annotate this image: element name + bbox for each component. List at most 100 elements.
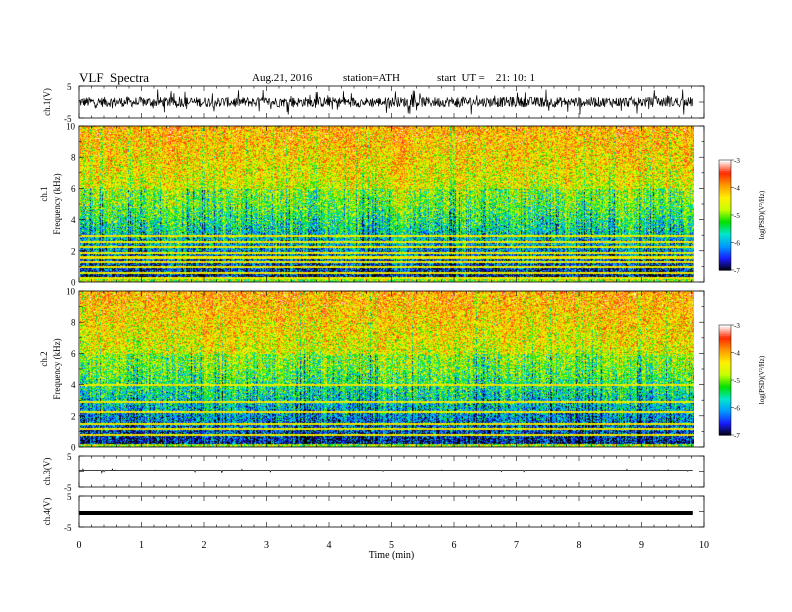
ch1-colorbar-tick: -3 <box>734 157 740 165</box>
ch1-colorbar-cell <box>719 264 731 267</box>
start-time-label: start UT = 21: 10: 1 <box>437 72 535 84</box>
ch2-ytick-8: 8 <box>71 318 76 328</box>
ch2-colorbar-cell <box>719 350 731 354</box>
ch2-colorbar-cell <box>719 343 731 346</box>
ch1-colorbar-cell <box>719 231 731 234</box>
ch1-colorbar-cell <box>719 183 731 187</box>
ch2-colorbar-cell <box>719 403 731 407</box>
ch1-colorbar-cell <box>719 218 731 222</box>
ch2-colorbar-cell <box>719 359 731 363</box>
ch1-colorbar-cell <box>719 178 731 181</box>
ch2-colorbar-cell <box>719 416 731 420</box>
ch2-colorbar-label: log(PSD)(V²/Hz) <box>758 355 766 404</box>
ch1-colorbar-cell <box>719 198 731 201</box>
ch4-ylabel: ch.4(V) <box>42 498 52 526</box>
xtick-label: 1 <box>139 540 144 551</box>
ch4-ytick-top: 5 <box>67 492 72 502</box>
ch2-colorbar-cell <box>719 325 731 328</box>
ch2-colorbar-cell <box>719 391 731 394</box>
ch2-colorbar-cell <box>719 354 731 357</box>
ch2-colorbar-cell <box>719 347 731 350</box>
ch1-colorbar-cell <box>719 255 731 258</box>
ch1-colorbar-cell <box>719 268 731 271</box>
ch2-colorbar-tick: -7 <box>734 432 740 440</box>
ch2-colorbar-tick: -5 <box>734 377 740 385</box>
ch2-colorbar-cell <box>719 411 731 414</box>
ch1-colorbar-cell <box>719 242 731 245</box>
ch2-colorbar-cell <box>719 339 731 343</box>
ch1-colorbar-cell <box>719 200 731 203</box>
ch2-colorbar-cell <box>719 422 731 425</box>
ch1-colorbar-cell <box>719 160 731 163</box>
ch2-colorbar-cell <box>719 336 731 339</box>
ch2-colorbar-cell <box>719 383 731 387</box>
station-label: station=ATH <box>343 72 400 84</box>
ch2-colorbar-cell <box>719 431 731 434</box>
ch1-colorbar-cell <box>719 191 731 194</box>
ch2-colorbar-cell <box>719 332 731 335</box>
ch2-colorbar-cell <box>719 374 731 377</box>
ch1-colorbar-cell <box>719 185 731 189</box>
ch2-ylabel-channel: ch.2 <box>39 351 49 366</box>
ch2-colorbar-cell <box>719 352 731 355</box>
ch1-colorbar-label: log(PSD)(V²/Hz) <box>758 190 766 239</box>
ch2-colorbar-cell <box>719 372 731 376</box>
ch2-ytick-10: 10 <box>66 287 76 297</box>
ch1-colorbar-cell <box>719 182 731 185</box>
ch4-ytick-bottom: -5 <box>64 523 72 533</box>
ch1-colorbar-cell <box>719 193 731 196</box>
ch2-colorbar-cell <box>719 381 731 385</box>
ch1-colorbar-cell <box>719 207 731 211</box>
ch1-ylabel: ch.1(V) <box>42 88 52 116</box>
ch2-colorbar-tick: -3 <box>734 322 740 330</box>
xtick-label: 7 <box>514 540 519 551</box>
ch1-colorbar-tick: -7 <box>734 267 740 275</box>
ch1-colorbar-cell <box>719 226 731 229</box>
ch2-colorbar-cell <box>719 429 731 432</box>
ch1-colorbar-cell <box>719 253 731 256</box>
ch2-colorbar-cell <box>719 409 731 412</box>
xtick-label: 8 <box>577 540 582 551</box>
ch2-colorbar-cell <box>719 337 731 341</box>
ch2-colorbar-cell <box>719 378 731 381</box>
xtick-label: 10 <box>699 540 709 551</box>
ch2-colorbar-cell <box>719 369 731 372</box>
ch2-colorbar-cell <box>719 424 731 427</box>
ch1-colorbar-cell <box>719 161 731 165</box>
ch1-colorbar-cell <box>719 227 731 231</box>
ch1-colorbar-cell <box>719 169 731 172</box>
ch2-colorbar-cell <box>719 356 731 359</box>
ch1-ytick-4: 4 <box>71 215 76 225</box>
ch2-ytick-4: 4 <box>71 380 76 390</box>
ch1-colorbar-cell <box>719 202 731 205</box>
x-axis-title: Time (min) <box>369 550 414 561</box>
ch2-colorbar-cell <box>719 328 731 332</box>
ch3-trace <box>79 468 693 475</box>
ch1-colorbar-cell <box>719 194 731 198</box>
ch2-colorbar-cell <box>719 427 731 431</box>
ch2-colorbar-cell <box>719 420 731 423</box>
ch1-colorbar-cell <box>719 220 731 223</box>
ch1-colorbar-cell <box>719 244 731 247</box>
ch1-ytick-2: 2 <box>71 246 76 256</box>
ch1-colorbar-cell <box>719 229 731 233</box>
ch1-colorbar-cell <box>719 189 731 192</box>
ch1-colorbar-cell <box>719 233 731 236</box>
ch2-colorbar-cell <box>719 400 731 403</box>
ch1-colorbar-cell <box>719 248 731 251</box>
xtick-label: 2 <box>202 540 207 551</box>
xtick-label: 0 <box>77 540 82 551</box>
ch2-colorbar-tick: -6 <box>734 405 740 413</box>
ch2-colorbar-cell <box>719 330 731 333</box>
ch2-colorbar-cell <box>719 398 731 401</box>
ch1-colorbar-cell <box>719 224 731 227</box>
ch1-colorbar-cell <box>719 211 731 214</box>
xtick-label: 6 <box>452 540 457 551</box>
ch2-colorbar-cell <box>719 348 731 352</box>
ch2-colorbar-cell <box>719 326 731 330</box>
ch1-colorbar-cell <box>719 260 731 264</box>
ch1-colorbar-cell <box>719 176 731 179</box>
ch1-ytick-6: 6 <box>71 184 76 194</box>
ch1-ytick-top: 5 <box>67 82 72 92</box>
ch2-ylabel: Frequency (kHz) <box>52 338 62 399</box>
